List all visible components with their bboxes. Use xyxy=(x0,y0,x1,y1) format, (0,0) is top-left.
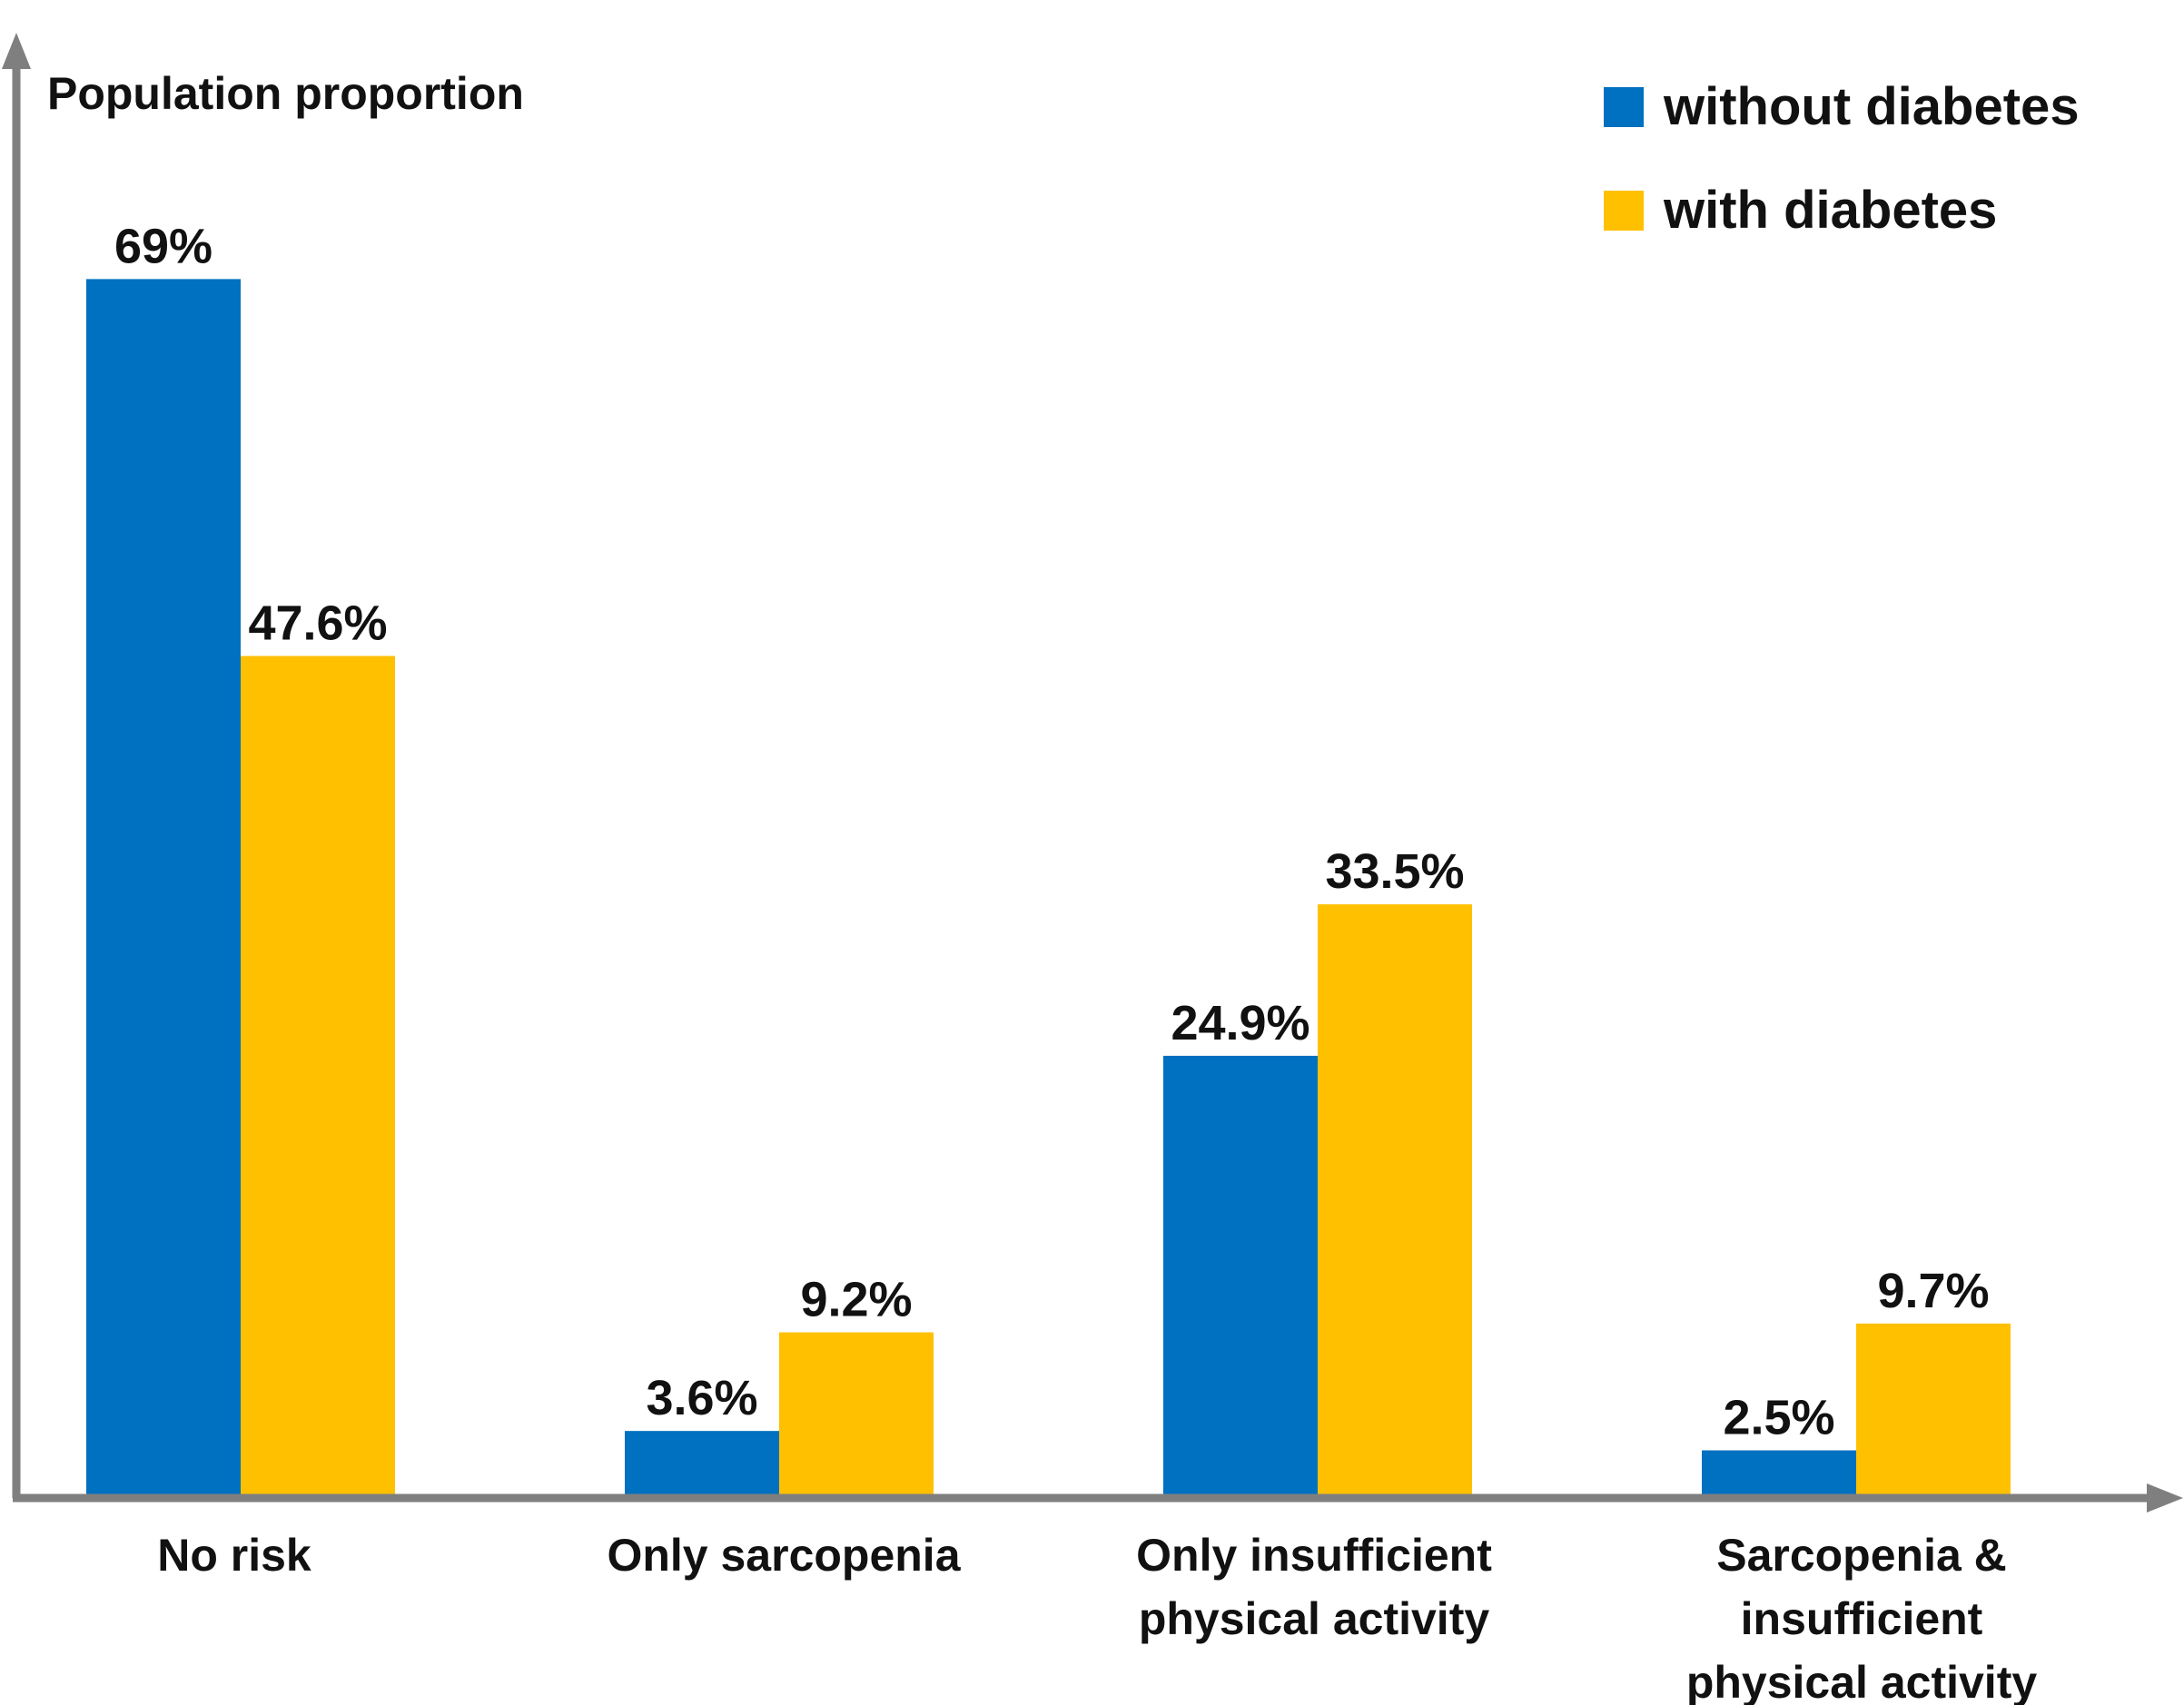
category-label-3-line-2: physical activity xyxy=(1686,1657,2037,1705)
bar-without-diabetes-0 xyxy=(86,279,241,1494)
y-axis-label: Population proportion xyxy=(47,68,524,119)
category-label-0-line-0: No risk xyxy=(157,1530,311,1581)
value-label-with-diabetes-0: 47.6% xyxy=(248,596,387,651)
bar-without-diabetes-3 xyxy=(1702,1450,1856,1494)
x-axis-arrow xyxy=(2147,1483,2183,1513)
category-label-3-line-1: insufficient xyxy=(1741,1593,1983,1644)
legend-label-without-diabetes: without diabetes xyxy=(1663,77,2080,136)
category-labels-group: No risk Only sarcopenia Only insufficient p… xyxy=(157,1530,2037,1705)
bar-with-diabetes-1 xyxy=(779,1332,934,1494)
legend-swatch-without-diabetes xyxy=(1604,87,1644,127)
value-label-without-diabetes-3: 2.5% xyxy=(1723,1391,1834,1445)
category-label-2-line-0: Only insufficient xyxy=(1136,1530,1492,1581)
y-axis-arrow xyxy=(2,33,31,69)
value-label-with-diabetes-3: 9.7% xyxy=(1877,1264,1989,1318)
category-label-1-line-0: Only sarcopenia xyxy=(607,1530,961,1581)
bar-without-diabetes-2 xyxy=(1163,1055,1318,1494)
legend: without diabetes with diabetes xyxy=(1604,77,2080,240)
value-label-without-diabetes-2: 24.9% xyxy=(1171,996,1309,1050)
bars-group xyxy=(86,279,2011,1494)
legend-label-with-diabetes: with diabetes xyxy=(1663,181,1997,240)
axes-group xyxy=(2,33,2183,1513)
bar-with-diabetes-2 xyxy=(1318,904,1472,1494)
category-label-2-line-1: physical activity xyxy=(1139,1593,1489,1644)
value-label-without-diabetes-0: 69% xyxy=(114,219,212,273)
value-label-with-diabetes-2: 33.5% xyxy=(1325,844,1464,899)
value-label-with-diabetes-1: 9.2% xyxy=(800,1273,912,1327)
bar-without-diabetes-1 xyxy=(625,1431,779,1494)
bar-with-diabetes-0 xyxy=(241,655,395,1494)
category-label-3-line-0: Sarcopenia & xyxy=(1716,1530,2007,1581)
legend-swatch-with-diabetes xyxy=(1604,191,1644,231)
bar-with-diabetes-3 xyxy=(1856,1323,2011,1494)
value-label-without-diabetes-1: 3.6% xyxy=(646,1371,757,1425)
value-labels-group: 69% 3.6% 24.9% 2.5% 47.6% 9.2% 33.5% 9.7% xyxy=(114,219,1990,1444)
